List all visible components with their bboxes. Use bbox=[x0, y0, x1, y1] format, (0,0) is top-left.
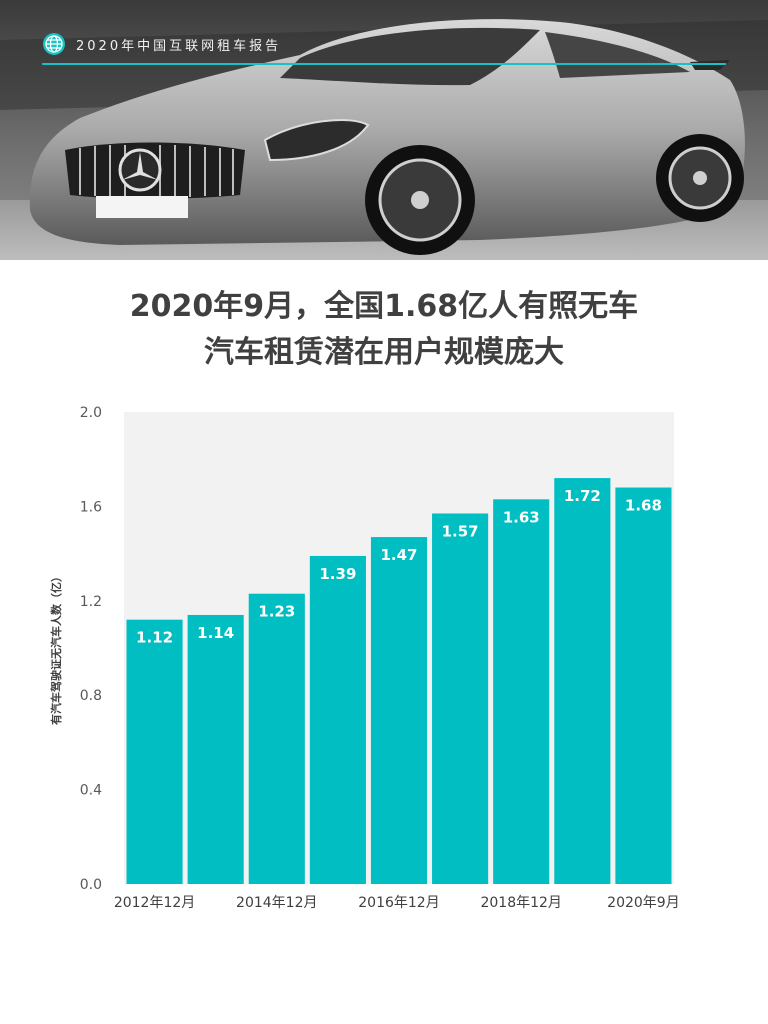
y-tick-label: 0.4 bbox=[80, 783, 102, 799]
x-tick-label: 2018年12月 bbox=[480, 895, 561, 911]
data-label: 1.57 bbox=[442, 522, 479, 540]
bar bbox=[554, 478, 611, 884]
y-tick-label: 1.2 bbox=[80, 594, 102, 610]
data-label: 1.68 bbox=[625, 497, 662, 515]
brand: 2020年中国互联网租车报告 bbox=[42, 31, 281, 57]
x-tick-label: 2012年12月 bbox=[114, 895, 195, 911]
bar bbox=[370, 537, 428, 884]
y-tick-label: 0.8 bbox=[80, 688, 102, 704]
hero-banner: 2020年中国互联网租车报告 bbox=[0, 0, 768, 260]
headline-line-1: 2020年9月，全国1.68亿人有照无车 bbox=[129, 289, 639, 324]
bar bbox=[126, 619, 183, 884]
y-tick-label: 2.0 bbox=[80, 405, 102, 421]
bar bbox=[493, 499, 550, 884]
y-tick-label: 0.0 bbox=[80, 877, 102, 893]
globe-icon bbox=[43, 33, 65, 55]
bar bbox=[309, 555, 366, 884]
headline: 2020年9月，全国1.68亿人有照无车 汽车租赁潜在用户规模庞大 bbox=[0, 284, 768, 376]
x-tick-label: 2020年9月 bbox=[607, 895, 680, 911]
bar bbox=[187, 614, 244, 884]
bar bbox=[615, 487, 672, 884]
bar bbox=[248, 593, 305, 884]
data-label: 1.14 bbox=[197, 624, 234, 642]
bar-chart: 1.12 1.14 1.23 1.39 1.47 1.57 1.63 1.72 1.68 0.0 0… bbox=[49, 405, 680, 911]
data-label: 1.63 bbox=[503, 508, 540, 526]
data-label: 1.39 bbox=[319, 565, 356, 583]
x-tick-label: 2016年12月 bbox=[358, 895, 439, 911]
header-divider bbox=[42, 63, 726, 65]
data-label: 1.47 bbox=[380, 546, 417, 564]
data-label: 1.12 bbox=[136, 629, 173, 647]
data-label: 1.72 bbox=[564, 487, 601, 505]
report-title: 2020年中国互联网租车报告 bbox=[76, 38, 282, 54]
y-axis-label: 有汽车驾驶证无汽车人数（亿） bbox=[49, 571, 63, 725]
x-tick-label: 2014年12月 bbox=[236, 895, 317, 911]
data-label: 1.23 bbox=[258, 603, 295, 621]
headline-line-2: 汽车租赁潜在用户规模庞大 bbox=[204, 335, 564, 370]
y-tick-label: 1.6 bbox=[80, 499, 102, 515]
car-photo bbox=[0, 0, 768, 260]
bar bbox=[432, 513, 489, 884]
